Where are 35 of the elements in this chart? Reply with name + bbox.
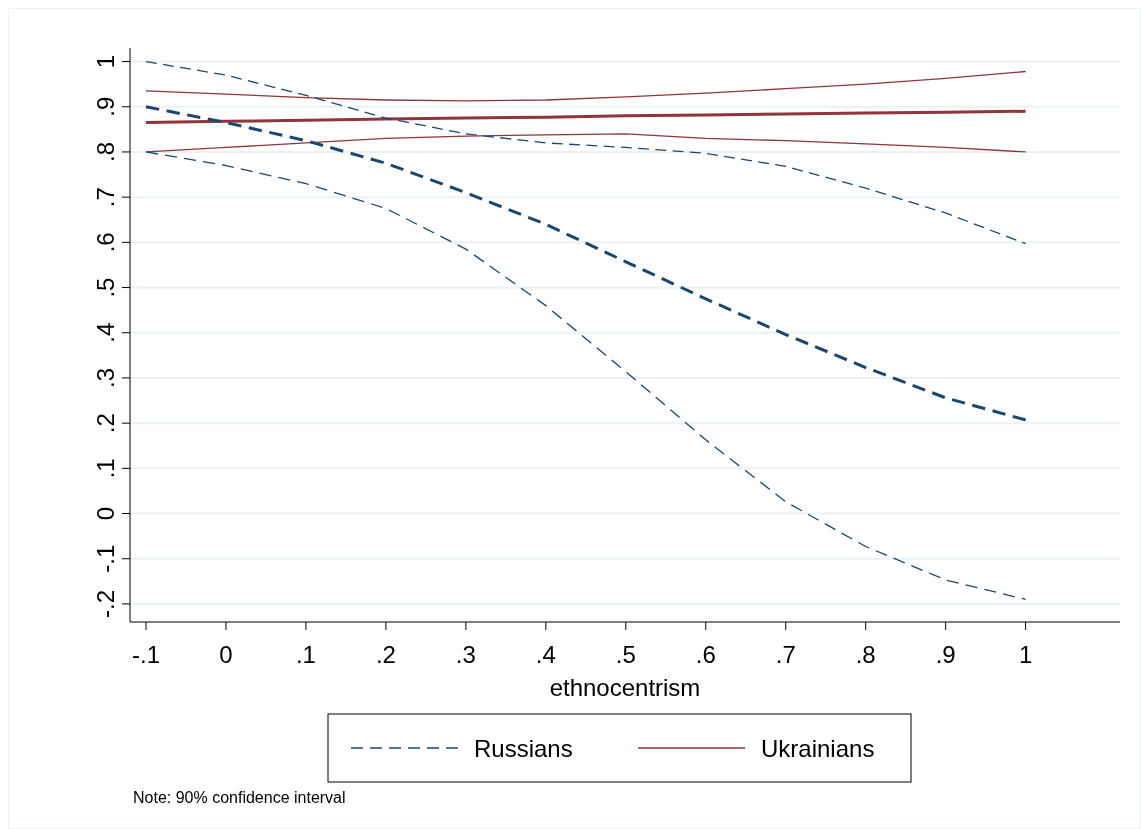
line-series <box>144 105 1028 422</box>
x-tick-label: .9 <box>935 641 956 668</box>
y-tick-label: -.2 <box>92 589 119 618</box>
y-tick-label: .6 <box>92 232 119 253</box>
x-tick-label: .2 <box>375 641 396 668</box>
y-tick-label: .1 <box>92 458 119 479</box>
x-tick-label: .5 <box>615 641 636 668</box>
line-series <box>145 70 1027 102</box>
x-tick-label: .4 <box>535 641 556 668</box>
legend-label: Russians <box>474 735 573 762</box>
line-series <box>144 109 1028 125</box>
x-tick-label: 1 <box>1018 641 1033 668</box>
y-tick-label: .3 <box>92 367 119 388</box>
y-tick-label: .7 <box>92 187 119 208</box>
y-tick-label: 0 <box>92 506 119 521</box>
x-tick-label: .7 <box>775 641 796 668</box>
x-tick-label: .6 <box>695 641 716 668</box>
y-tick-label: .5 <box>92 277 119 298</box>
x-tick-label: 0 <box>219 641 233 668</box>
y-tick-label: .4 <box>92 322 119 343</box>
y-tick-label: .9 <box>92 96 119 117</box>
text: Note: 90% confidence interval <box>133 789 346 806</box>
y-tick-label: -.1 <box>92 544 119 573</box>
y-tick-label: .8 <box>92 141 119 162</box>
legend-label: Ukrainians <box>761 735 875 762</box>
line-series <box>145 151 1027 601</box>
y-tick-label: 1 <box>92 54 119 69</box>
x-tick-label: .8 <box>855 641 876 668</box>
x-tick-label: .1 <box>295 641 316 668</box>
line-series <box>145 60 1027 245</box>
x-tick-label: -.1 <box>131 641 160 668</box>
line-series <box>145 133 1027 153</box>
x-axis-title: ethnocentrism <box>549 674 701 701</box>
y-tick-label: .2 <box>92 413 119 434</box>
x-tick-label: .3 <box>455 641 476 668</box>
